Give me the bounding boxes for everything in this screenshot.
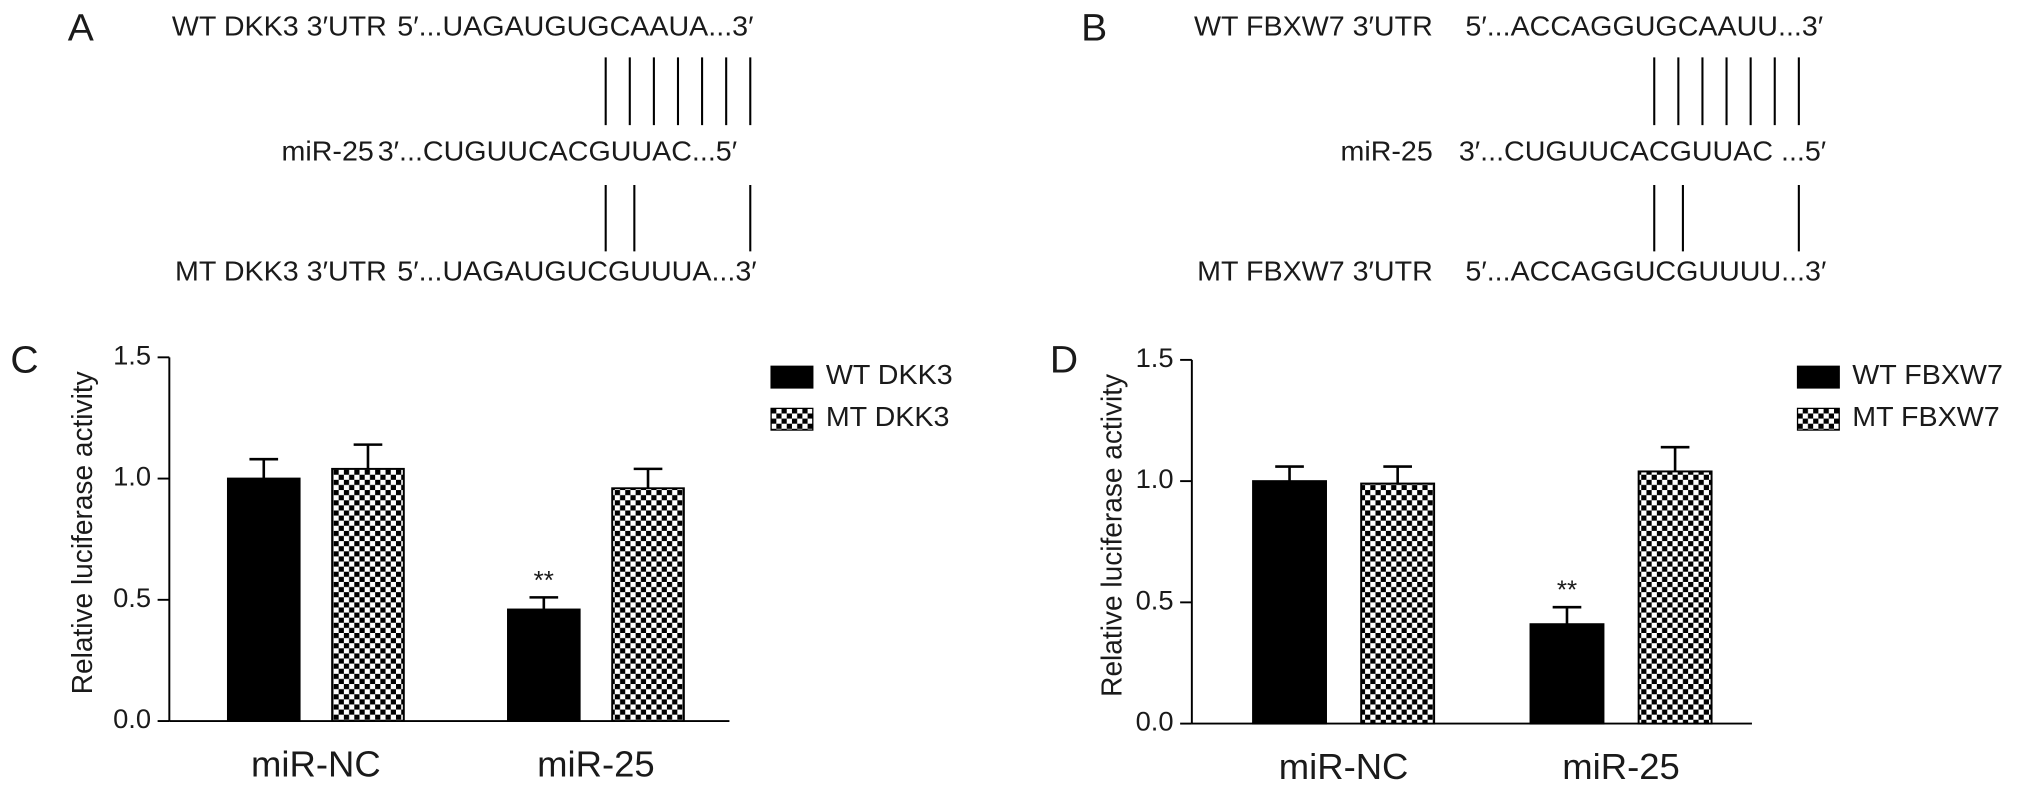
sequence-name: WT FBXW7 3′UTR <box>1194 11 1433 43</box>
bar <box>507 608 581 723</box>
panel-label: D <box>1050 339 1078 382</box>
significance-label: ** <box>534 567 554 595</box>
x-tick-label: miR-NC <box>251 744 381 785</box>
pairing-lines-a <box>604 57 752 252</box>
sequence: 5′...ACCAGGUCGUUUU...3′ <box>1465 256 1826 288</box>
legend-label: MT DKK3 <box>826 401 950 433</box>
sequence-name: miR-25 <box>281 136 373 168</box>
y-tick-label: 1.5 <box>1136 342 1174 373</box>
y-tick-label: 1.0 <box>113 461 151 492</box>
bar <box>1637 470 1713 725</box>
bar <box>611 487 685 723</box>
y-tick-label: 1.0 <box>1136 463 1174 494</box>
y-tick-label: 1.5 <box>113 340 151 371</box>
legend-swatch <box>1796 365 1840 389</box>
legend-label: WT FBXW7 <box>1852 359 2003 391</box>
sequence: 5′...UAGAUGUGCAAUA...3′ <box>397 11 753 43</box>
x-tick-label: miR-25 <box>537 744 655 785</box>
y-axis-label: Relative luciferase activity <box>67 371 99 695</box>
sequence-name: MT FBXW7 3′UTR <box>1197 256 1433 288</box>
y-tick-label: 0.0 <box>113 703 151 734</box>
y-tick-label: 0.0 <box>1136 706 1174 737</box>
sequence: 5′...UAGAUGUCGUUUA...3′ <box>397 256 756 288</box>
sequence-name: miR-25 <box>1340 136 1432 168</box>
sequence-name: MT DKK3 3′UTR <box>175 256 387 288</box>
sequence: 3′...CUGUUCACGUUAC...5′ <box>378 136 737 168</box>
bar <box>331 467 405 723</box>
bar <box>1360 482 1436 725</box>
sequence: 3′...CUGUUCACGUUAC ...5′ <box>1459 136 1826 168</box>
panel-label: A <box>68 7 94 50</box>
legend-label: WT DKK3 <box>826 359 953 391</box>
panel-label: B <box>1081 7 1107 50</box>
bar <box>1529 623 1605 725</box>
bar <box>1252 480 1327 725</box>
y-axis-label: Relative luciferase activity <box>1096 373 1128 697</box>
bar <box>226 477 301 723</box>
y-tick-label: 0.5 <box>113 582 151 613</box>
sequence: 5′...ACCAGGUGCAAUU...3′ <box>1465 11 1823 43</box>
significance-label: ** <box>1557 577 1577 605</box>
pairing-lines-b <box>1653 57 1800 252</box>
legend-swatch <box>770 365 814 389</box>
x-tick-label: miR-25 <box>1562 746 1680 787</box>
legend-label: MT FBXW7 <box>1852 401 2000 433</box>
panel-label: C <box>10 339 38 382</box>
legend-swatch <box>1796 407 1840 431</box>
legend-swatch <box>770 407 814 431</box>
y-tick-label: 0.5 <box>1136 585 1174 616</box>
sequence-name: WT DKK3 3′UTR <box>172 11 387 43</box>
x-tick-label: miR-NC <box>1279 746 1409 787</box>
